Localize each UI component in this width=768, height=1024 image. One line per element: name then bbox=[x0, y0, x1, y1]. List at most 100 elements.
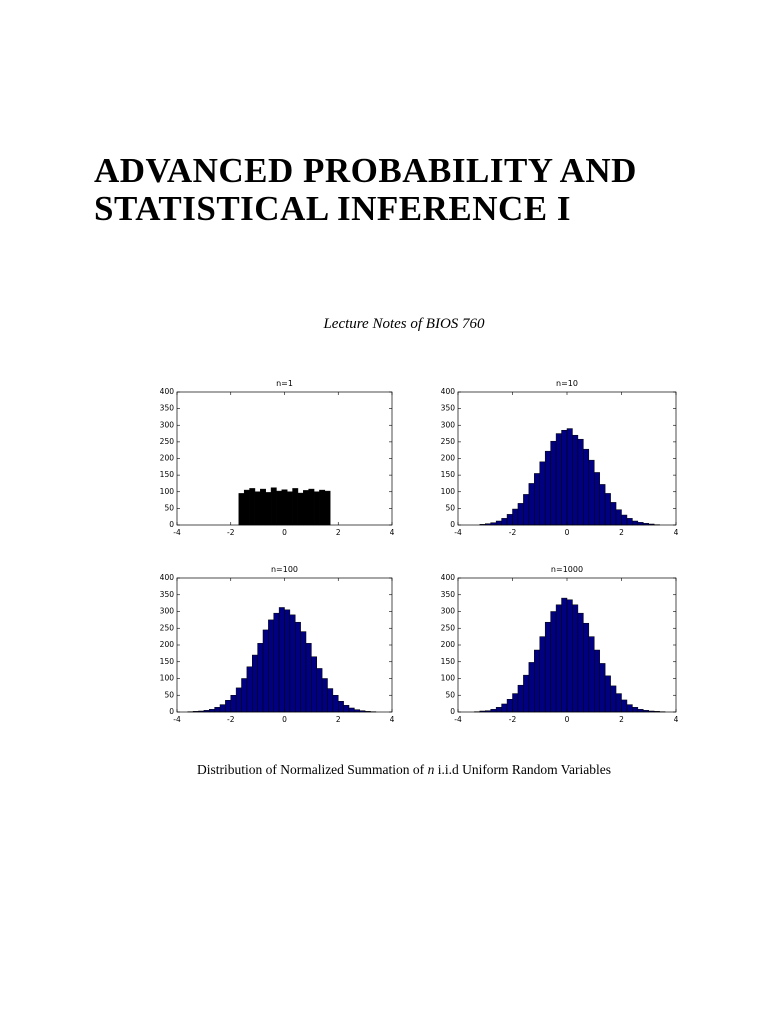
histogram-bar bbox=[238, 493, 245, 526]
histogram-bar bbox=[534, 473, 540, 526]
histogram-bar bbox=[626, 518, 633, 526]
y-tick-label: 250 bbox=[441, 437, 456, 446]
histogram-bar bbox=[338, 701, 344, 713]
y-tick-label: 300 bbox=[441, 420, 456, 429]
caption-variable: n bbox=[428, 762, 435, 777]
histogram-bar bbox=[506, 699, 513, 713]
caption-text: i.i.d Uniform Random Variables bbox=[438, 762, 611, 777]
histogram-bar bbox=[276, 490, 283, 526]
y-tick-label: 100 bbox=[160, 674, 175, 683]
y-tick-label: 200 bbox=[441, 454, 456, 463]
histogram-bar bbox=[599, 484, 606, 526]
y-tick-label: 350 bbox=[441, 590, 456, 599]
histogram-bar bbox=[254, 491, 261, 526]
histogram-bar bbox=[555, 433, 562, 526]
histogram-bar bbox=[539, 636, 546, 713]
histogram-bar bbox=[316, 668, 323, 713]
y-tick-label: 400 bbox=[441, 573, 456, 582]
histogram-bar bbox=[572, 604, 579, 713]
histogram-bar bbox=[561, 429, 568, 526]
histogram-bar bbox=[308, 488, 315, 526]
histogram-bar bbox=[313, 491, 320, 526]
histogram-bar bbox=[610, 685, 617, 713]
histogram-bar bbox=[621, 514, 628, 526]
y-tick-label: 0 bbox=[169, 707, 174, 716]
histogram-bar bbox=[572, 434, 579, 526]
histogram-bar bbox=[583, 448, 590, 526]
y-tick-label: 0 bbox=[450, 520, 455, 529]
histogram-bar bbox=[257, 643, 264, 713]
histogram-bar bbox=[241, 678, 248, 713]
histogram-bar bbox=[300, 631, 307, 713]
histogram-bar bbox=[332, 695, 339, 713]
histogram-bar bbox=[235, 687, 242, 713]
histogram-bar bbox=[268, 619, 274, 713]
x-tick-label: 2 bbox=[619, 715, 624, 724]
histogram-bar bbox=[354, 709, 360, 713]
histogram-bar bbox=[262, 629, 269, 713]
y-tick-label: 50 bbox=[164, 690, 174, 699]
chart-title: n=1 bbox=[276, 379, 293, 388]
histogram-bar bbox=[343, 705, 350, 713]
histogram-bar bbox=[621, 699, 628, 713]
x-tick-label: 4 bbox=[390, 715, 395, 724]
histogram-bar bbox=[632, 520, 639, 526]
histogram-bar bbox=[265, 492, 272, 526]
histogram-bar bbox=[506, 514, 513, 526]
y-tick-label: 400 bbox=[160, 387, 175, 396]
histogram-bar bbox=[495, 520, 502, 526]
histogram-bar bbox=[305, 643, 312, 713]
y-tick-label: 400 bbox=[441, 387, 456, 396]
y-tick-label: 300 bbox=[160, 420, 175, 429]
x-tick-label: -2 bbox=[509, 528, 517, 537]
histogram-bar bbox=[604, 493, 611, 526]
x-tick-label: 4 bbox=[390, 528, 395, 537]
title-line: STATISTICAL INFERENCE I bbox=[94, 189, 571, 228]
histogram-bar bbox=[566, 599, 573, 713]
histogram-bar bbox=[561, 597, 568, 713]
caption-text: Distribution of Normalized Summation of bbox=[197, 762, 425, 777]
histogram-bar bbox=[260, 488, 266, 526]
histogram-bar bbox=[292, 488, 299, 526]
y-tick-label: 150 bbox=[441, 470, 456, 479]
y-tick-label: 350 bbox=[160, 590, 175, 599]
histogram-bar bbox=[278, 607, 285, 713]
histogram-bar bbox=[566, 428, 573, 526]
x-tick-label: -4 bbox=[454, 715, 462, 724]
histogram-bar bbox=[209, 709, 215, 713]
histogram-bar bbox=[225, 700, 231, 713]
title-line: ADVANCED PROBABILITY AND bbox=[94, 151, 637, 190]
subtitle: Lecture Notes of BIOS 760 bbox=[322, 316, 485, 332]
y-tick-label: 100 bbox=[441, 487, 456, 496]
y-tick-label: 0 bbox=[169, 520, 174, 529]
y-tick-label: 350 bbox=[160, 404, 175, 413]
caption: Distribution of Normalized Summation of … bbox=[197, 762, 611, 777]
x-tick-label: 2 bbox=[336, 715, 341, 724]
histogram-bar bbox=[281, 489, 288, 526]
y-tick-label: 200 bbox=[160, 454, 175, 463]
x-tick-label: -4 bbox=[173, 715, 181, 724]
histogram-bar bbox=[252, 654, 258, 713]
histogram-bar bbox=[604, 675, 611, 713]
histogram-bar bbox=[501, 518, 508, 526]
histogram-bar bbox=[284, 609, 291, 713]
y-tick-label: 150 bbox=[160, 470, 175, 479]
histogram-bar bbox=[555, 604, 562, 713]
histogram-bar bbox=[577, 438, 584, 526]
histogram-bar bbox=[594, 472, 600, 526]
chart-title: n=10 bbox=[556, 379, 578, 388]
y-tick-label: 250 bbox=[160, 623, 175, 632]
histogram-bar bbox=[539, 461, 546, 526]
histogram-bar bbox=[632, 707, 639, 713]
histogram-bar bbox=[517, 503, 524, 526]
y-tick-label: 50 bbox=[445, 690, 455, 699]
histogram-bar bbox=[528, 483, 535, 526]
x-tick-label: 0 bbox=[282, 715, 287, 724]
histogram-bar bbox=[637, 522, 644, 526]
histogram-bar bbox=[528, 662, 535, 713]
histogram-bar bbox=[311, 656, 317, 713]
x-tick-label: -2 bbox=[509, 715, 517, 724]
histogram-bar bbox=[610, 502, 617, 526]
histogram-bar bbox=[523, 674, 530, 713]
